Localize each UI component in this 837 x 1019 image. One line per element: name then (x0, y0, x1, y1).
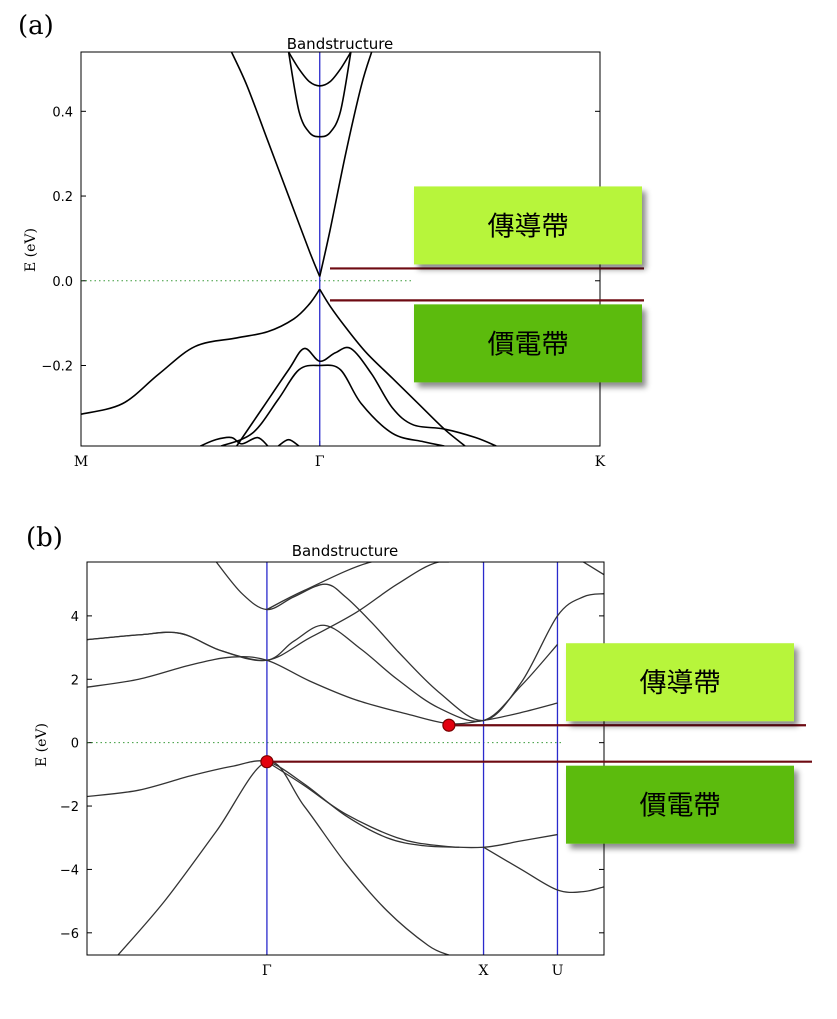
panel-b: (b) Bandstructure E (eV) 4 2 0 −2 −4 −6 Γ X U 傳導… (26, 523, 812, 979)
panel-b-ylabel: E (eV) (34, 723, 50, 767)
panel-a-ytick-label: 0.4 (52, 105, 73, 120)
panel-a-xtick-label: K (595, 454, 606, 470)
panel-a-ytick-label: 0.0 (52, 275, 73, 290)
panel-b-band-line (483, 846, 604, 894)
panel-b-ticks: 4 2 0 −2 −4 −6 Γ X U (60, 610, 604, 979)
panel-b-band-line (582, 562, 604, 576)
panel-a-ticks: 0.4 0.2 0.0 −0.2 M Γ K (41, 105, 605, 470)
panel-b-frame (86, 561, 605, 956)
panel-b-band-line (215, 562, 398, 652)
panel-a-valence-band-box (414, 304, 642, 383)
panel-b-ytick-label: 4 (71, 610, 79, 625)
panel-a: (a) Bandstructure E (eV) 0.4 0.2 0.0 −0.2 M Γ… (18, 11, 644, 470)
panel-a-title: Bandstructure (287, 35, 394, 53)
panel-a-band-line (81, 288, 321, 416)
panel-b-band-line (266, 761, 558, 849)
panel-a-ylabel: E (eV) (23, 228, 39, 272)
panel-b-title: Bandstructure (292, 542, 399, 560)
panel-b-extremum-marker (442, 718, 456, 732)
panel-a-valence-band-label: 價電帶 (488, 329, 569, 360)
panel-b-extremum-marker (260, 755, 274, 769)
panel-b-ytick-label: 0 (71, 737, 79, 752)
panel-b-band-line (117, 760, 450, 955)
panel-b-ytick-label: −6 (60, 927, 79, 942)
panel-b-valence-band-box (566, 765, 794, 844)
panel-b-ytick-label: −4 (60, 863, 79, 878)
panel-a-xtick-label: M (74, 454, 88, 470)
panel-b-valence-band-label: 價電帶 (640, 791, 721, 822)
panel-a-ytick-label: −0.2 (41, 360, 73, 375)
panel-a-band-line (287, 52, 352, 87)
panel-b-markers (260, 718, 456, 769)
panel-b-plot (87, 562, 604, 955)
panel-b-band-line (87, 562, 484, 662)
panel-b-band-line (87, 760, 460, 848)
panel-b-band-line (87, 656, 558, 725)
panel-a-band-line (236, 346, 497, 446)
panel-a-plot (81, 52, 497, 446)
panel-b-conduction-band-box (566, 643, 794, 722)
panel-a-ytick-label: 0.2 (52, 190, 73, 205)
panel-a-band-line (319, 288, 466, 446)
panel-b-ytick-label: 2 (71, 673, 79, 688)
panel-a-band-line (318, 52, 373, 277)
panel-b-conduction-band-label: 傳導帶 (640, 668, 721, 699)
panel-b-band-line (87, 624, 558, 722)
panel-a-band-line (287, 52, 352, 138)
panel-b-band-line (396, 593, 604, 722)
panel-b-xtick-label: X (479, 963, 489, 979)
panel-a-conduction-band-box (414, 186, 642, 265)
panel-a-band-line (200, 436, 269, 446)
panel-b-xtick-label: U (552, 963, 564, 979)
panel-b-xtick-label: Γ (262, 963, 272, 979)
panel-a-band-line (230, 52, 321, 277)
panel-a-band-line (277, 438, 300, 446)
panel-a-xtick-label: Γ (315, 454, 325, 470)
panel-b-ytick-label: −2 (60, 800, 79, 815)
panel-a-band-line (220, 364, 445, 446)
panel-b-label: (b) (26, 523, 63, 553)
panel-b-band-line (266, 562, 449, 611)
panel-a-label: (a) (18, 11, 54, 41)
panel-a-conduction-band-label: 傳導帶 (488, 211, 569, 242)
